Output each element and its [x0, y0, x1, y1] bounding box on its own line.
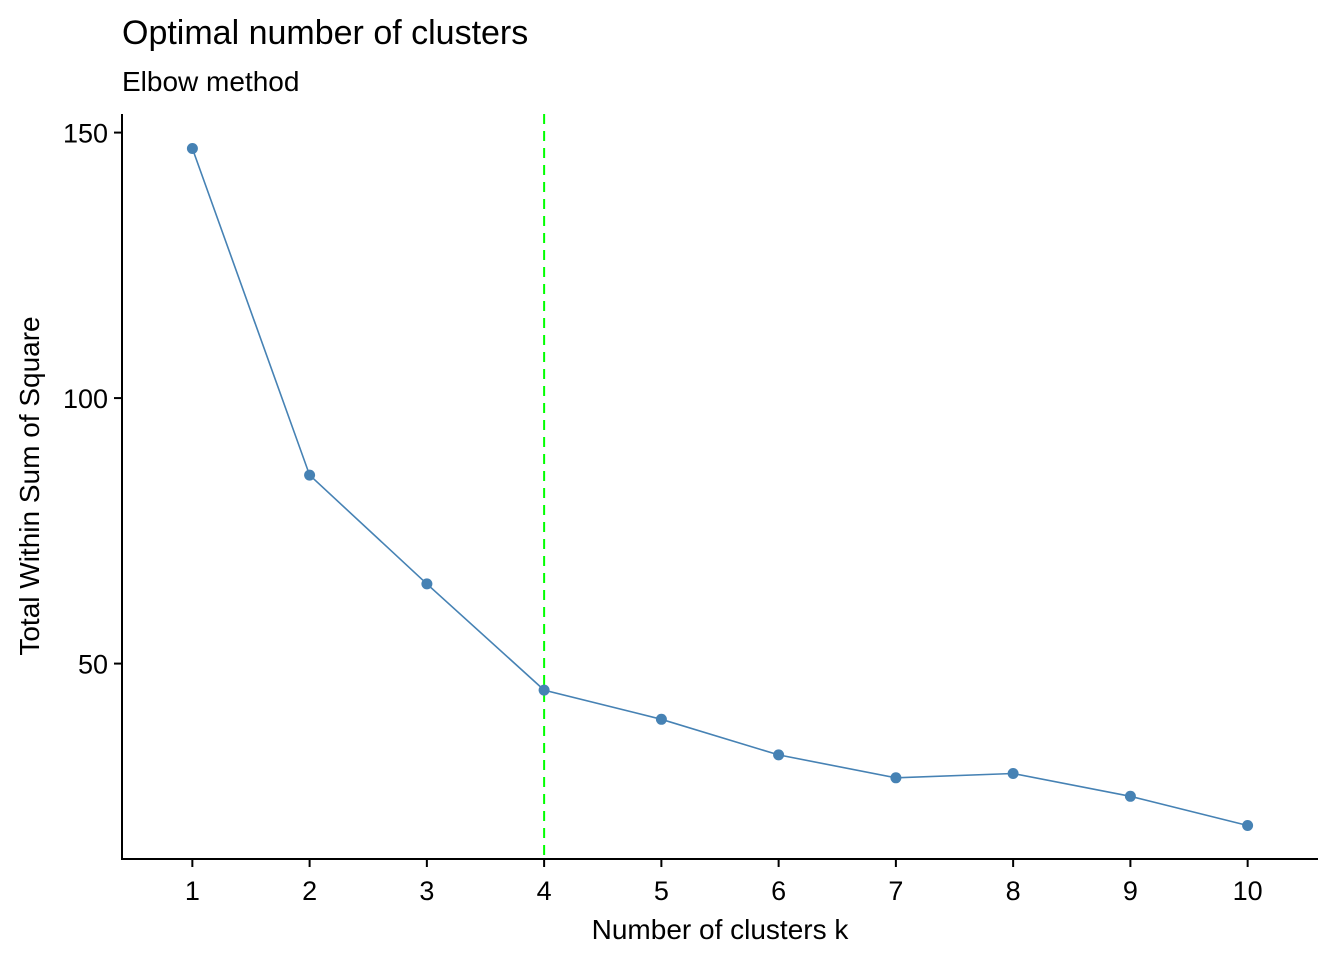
- y-tick-label: 100: [63, 384, 108, 414]
- x-tick-label: 6: [771, 876, 786, 906]
- x-tick-label: 7: [888, 876, 903, 906]
- x-tick-label: 4: [537, 876, 552, 906]
- x-tick-label: 1: [185, 876, 200, 906]
- y-tick-label: 150: [63, 119, 108, 149]
- x-axis-label: Number of clusters k: [592, 914, 850, 945]
- data-point: [1124, 790, 1136, 802]
- x-tick-label: 3: [419, 876, 434, 906]
- x-tick-label: 10: [1233, 876, 1263, 906]
- x-axis-ticks: 1 2 3 4 5 6 7 8 9 10: [185, 859, 1263, 906]
- chart-subtitle: Elbow method: [122, 66, 299, 97]
- y-tick-label: 50: [78, 650, 108, 680]
- x-tick-label: 5: [654, 876, 669, 906]
- data-point: [421, 578, 433, 590]
- y-axis-label: Total Within Sum of Square: [14, 316, 45, 655]
- wss-series-line: [191, 148, 1248, 827]
- data-point: [304, 469, 316, 481]
- chart-title: Optimal number of clusters: [122, 14, 528, 52]
- x-tick-label: 8: [1006, 876, 1021, 906]
- x-tick-label: 9: [1123, 876, 1138, 906]
- data-point: [1007, 768, 1019, 779]
- x-tick-label: 2: [302, 876, 317, 906]
- data-point: [773, 749, 785, 761]
- y-axis-ticks: 50 100 150: [63, 119, 122, 680]
- data-point: [186, 143, 198, 154]
- data-point: [1242, 820, 1254, 831]
- data-point: [538, 684, 550, 696]
- data-point: [890, 772, 902, 784]
- wss-series-points: [186, 143, 1254, 831]
- data-point: [655, 713, 667, 725]
